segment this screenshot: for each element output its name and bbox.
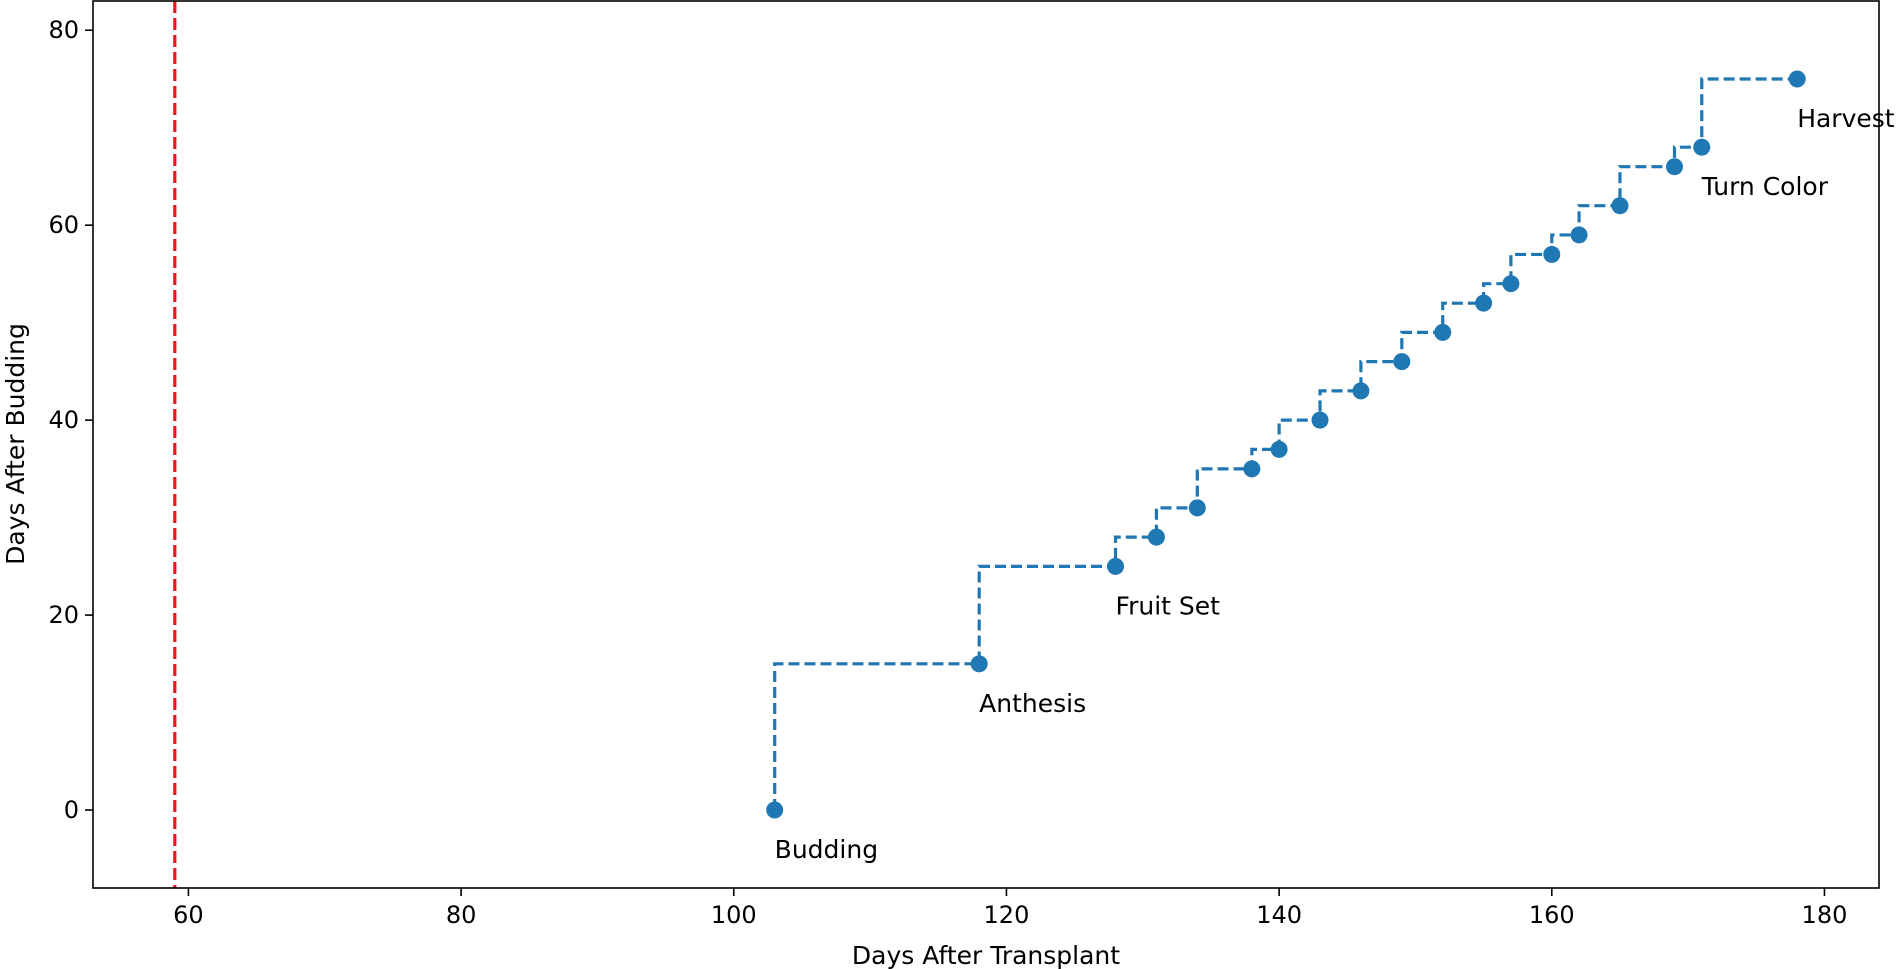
data-point <box>1570 226 1588 244</box>
x-tick-label: 100 <box>711 901 757 929</box>
data-point <box>1352 382 1370 400</box>
plot-frame <box>92 0 1880 889</box>
annotation-label: Turn Color <box>1701 172 1829 201</box>
x-tick-label: 120 <box>984 901 1030 929</box>
data-point <box>1188 499 1206 517</box>
y-tick-label: 0 <box>64 796 79 824</box>
data-point <box>1393 353 1411 371</box>
data-point <box>1311 411 1329 429</box>
points-layer <box>766 70 1806 819</box>
data-point <box>1434 323 1452 341</box>
x-tick-label: 80 <box>446 901 477 929</box>
y-axis-label: Days After Budding <box>1 323 30 565</box>
x-tick-label: 140 <box>1256 901 1302 929</box>
data-point <box>1502 275 1520 293</box>
data-point <box>1243 460 1261 478</box>
data-point <box>1665 158 1683 176</box>
annotations-layer: Budding Anthesis Fruit Set Turn Color Harves… <box>775 104 1895 864</box>
x-tick-label: 160 <box>1529 901 1575 929</box>
x-tick-label: 180 <box>1802 901 1848 929</box>
annotation-label: Budding <box>775 835 878 864</box>
y-tick-label: 80 <box>48 16 79 44</box>
x-axis-label: Days After Transplant <box>852 941 1120 969</box>
data-point <box>1147 528 1165 546</box>
data-point <box>1788 70 1806 88</box>
y-tick-label: 40 <box>48 406 79 434</box>
y-axis: 0 20 40 60 80 <box>48 16 93 824</box>
annotation-label: Anthesis <box>979 689 1086 718</box>
annotation-label: Harvest <box>1797 104 1895 133</box>
annotation-label: Fruit Set <box>1116 591 1221 620</box>
data-point <box>1107 557 1125 575</box>
data-point <box>766 801 784 819</box>
y-tick-label: 60 <box>48 211 79 239</box>
data-point <box>1693 138 1711 156</box>
x-axis: 60 80 100 120 140 160 180 <box>173 888 1847 929</box>
data-point <box>1543 245 1561 263</box>
x-tick-label: 60 <box>173 901 204 929</box>
y-tick-label: 20 <box>48 601 79 629</box>
data-point <box>970 655 988 673</box>
data-point <box>1475 294 1493 312</box>
data-point <box>1270 440 1288 458</box>
data-point <box>1611 197 1629 215</box>
plot-area <box>93 1 1879 888</box>
